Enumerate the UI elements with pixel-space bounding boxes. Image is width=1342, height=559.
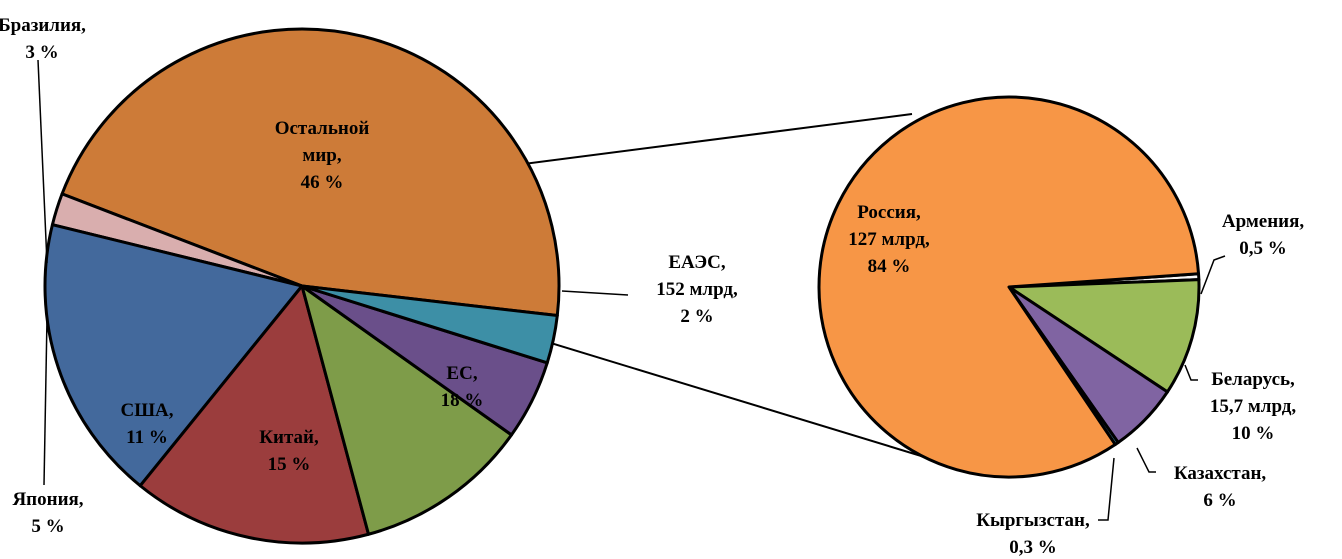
leader-belarus: [1184, 364, 1198, 381]
main-pie: [43, 27, 561, 545]
leader-lines: [37, 59, 1226, 521]
label-kazakhstan: Казахстан, 6 %: [1174, 463, 1267, 511]
label-japan: Япония, 5 %: [12, 489, 83, 537]
main-slice-бразилия: [300, 284, 559, 365]
label-china: Китай, 15 %: [259, 427, 319, 475]
slice-labels: Остальной мир, 46 % ЕАЭС, 152 млрд, 2 % ЕС, 18 …: [0, 15, 1304, 558]
secondary-slice-россия: [817, 95, 1201, 479]
label-eu: ЕС, 18 %: [441, 363, 484, 411]
label-armenia: Армения, 0,5 %: [1222, 211, 1305, 259]
secondary-pie: [817, 95, 1201, 479]
leader-kyrgyzstan: [1098, 457, 1115, 521]
label-russia: Россия, 127 млрд, 84 %: [848, 202, 930, 277]
leader-japan: [43, 317, 48, 486]
label-brazil: Бразилия, 3 %: [0, 15, 86, 63]
leader-armenia: [1200, 255, 1226, 295]
secondary-slice-беларусь: [1007, 278, 1201, 394]
label-eaeu: ЕАЭС, 152 млрд, 2 %: [656, 252, 738, 327]
label-kyrgyzstan: Кыргызстан, 0,3 %: [976, 510, 1090, 558]
label-usa: США, 11 %: [120, 400, 173, 448]
leader-kazakhstan: [1136, 447, 1156, 473]
leader-brazil: [37, 59, 48, 264]
label-rest-of-world: Остальной мир, 46 %: [275, 118, 370, 193]
main-slice-сша: [300, 284, 513, 536]
leader-eaeu: [561, 290, 629, 296]
label-belarus: Беларусь, 15,7 млрд, 10 %: [1210, 369, 1297, 444]
main-slice-китай: [138, 284, 371, 545]
main-slice-остальной: [60, 27, 561, 318]
